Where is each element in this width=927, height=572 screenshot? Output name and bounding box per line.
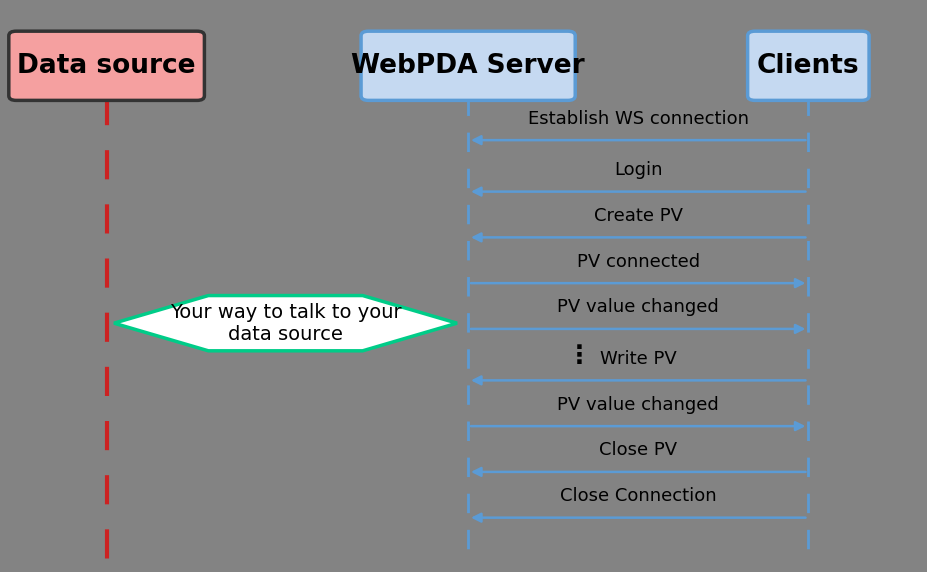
Text: Create PV: Create PV <box>593 207 683 225</box>
Polygon shape <box>114 296 457 351</box>
Text: PV connected: PV connected <box>577 253 700 271</box>
Text: Login: Login <box>614 161 663 179</box>
FancyBboxPatch shape <box>9 31 205 101</box>
Text: Establish WS connection: Establish WS connection <box>527 110 749 128</box>
Text: Close PV: Close PV <box>599 442 678 459</box>
FancyBboxPatch shape <box>747 31 869 101</box>
Text: Clients: Clients <box>757 53 859 79</box>
Text: Your way to talk to your
data source: Your way to talk to your data source <box>170 303 401 344</box>
Text: ⋮: ⋮ <box>567 344 591 368</box>
Text: Data source: Data source <box>18 53 196 79</box>
Text: Write PV: Write PV <box>600 350 677 368</box>
Text: PV value changed: PV value changed <box>557 299 719 316</box>
FancyBboxPatch shape <box>362 31 575 101</box>
Text: Close Connection: Close Connection <box>560 487 717 505</box>
Text: WebPDA Server: WebPDA Server <box>351 53 585 79</box>
Text: PV value changed: PV value changed <box>557 396 719 414</box>
